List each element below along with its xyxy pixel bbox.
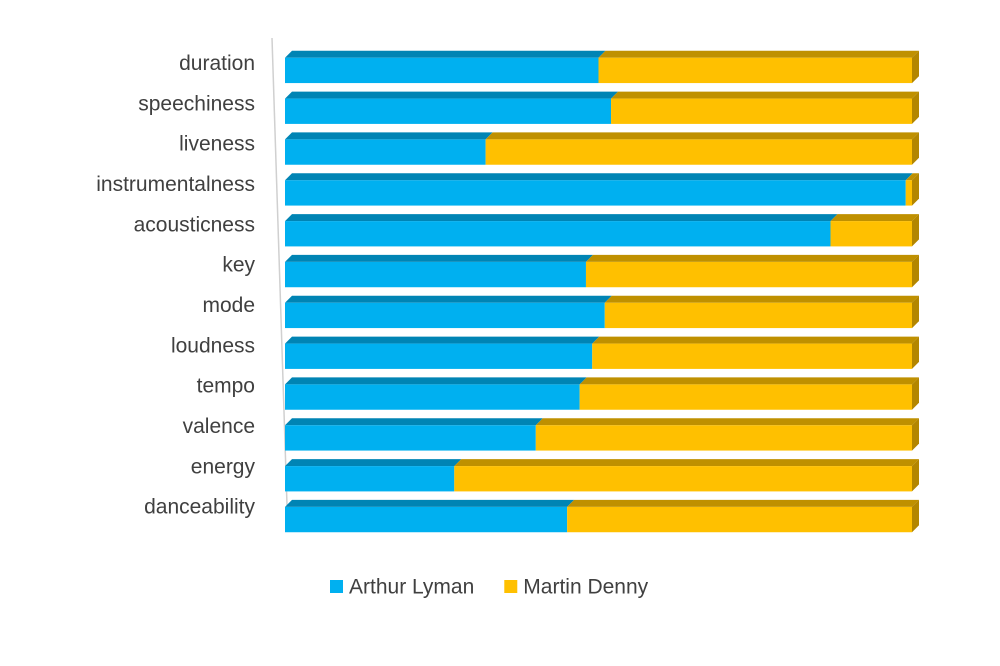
bar-top [585,254,919,262]
bar-top [285,254,593,262]
y-tick-label: valence [183,415,255,438]
bar-top [454,459,919,467]
legend-swatch [330,580,343,593]
category-axis [271,37,288,506]
bar-end [912,377,919,410]
bar-end [912,173,919,206]
bar-top [285,132,493,140]
y-tick-label: speechiness [138,92,255,115]
bar [285,98,612,124]
bar-top [285,418,543,426]
bar-top [285,377,587,385]
bar-top [285,499,575,507]
y-tick-label: mode [202,294,255,317]
bar [285,384,580,410]
bar-top [485,132,919,140]
bar-top [285,459,462,467]
bar [485,139,912,165]
y-tick-label: danceability [144,496,255,519]
bar-top [830,214,919,222]
bar [579,384,912,410]
y-tick-label: loudness [171,334,255,357]
legend-label: Arthur Lyman [349,576,474,599]
bar-top [285,91,619,99]
bar-top [567,499,919,507]
bar [611,98,912,124]
legend-label: Martin Denny [523,576,648,599]
y-tick-label: instrumentalness [96,173,255,196]
bar-end [912,214,919,247]
bar [285,261,586,288]
y-tick-label: key [222,254,255,277]
bar [604,302,912,329]
bar-end [912,499,919,533]
bar-end [912,91,919,124]
bar [285,466,455,492]
bar-end [912,254,919,288]
bar-top [285,336,600,344]
bar-end [912,132,919,165]
bar [535,425,912,451]
bar-top [535,418,919,426]
bar-top [611,91,919,99]
bar-top [604,295,919,303]
bar-top [285,50,606,58]
y-tick-label: tempo [197,375,255,398]
bar [905,180,912,206]
bar [592,343,912,369]
bar-top [285,214,838,222]
y-tick-label: acousticness [134,213,255,236]
bar [285,221,831,247]
bar-end [912,295,919,329]
legend-swatch [504,580,518,593]
bar [285,139,486,165]
bar [567,506,912,533]
bar [285,343,593,369]
bar-end [912,336,919,369]
bar [285,506,568,533]
y-tick-label: liveness [179,133,255,156]
bar-top [285,173,913,181]
bar-top [598,50,919,58]
bar [598,57,912,84]
bar-top [285,295,612,303]
bar-end [912,459,919,492]
bar-top [592,336,919,344]
bar-top [579,377,919,385]
bar [585,261,912,288]
bar [830,221,912,247]
y-tick-label: energy [191,455,256,478]
bar-end [912,418,919,451]
bar [454,466,912,492]
bar-top [905,173,919,181]
bar [285,57,599,84]
bar [285,180,906,206]
bar-end [912,50,919,84]
y-tick-label: duration [179,52,255,75]
bar [285,302,605,329]
bar [285,425,536,451]
